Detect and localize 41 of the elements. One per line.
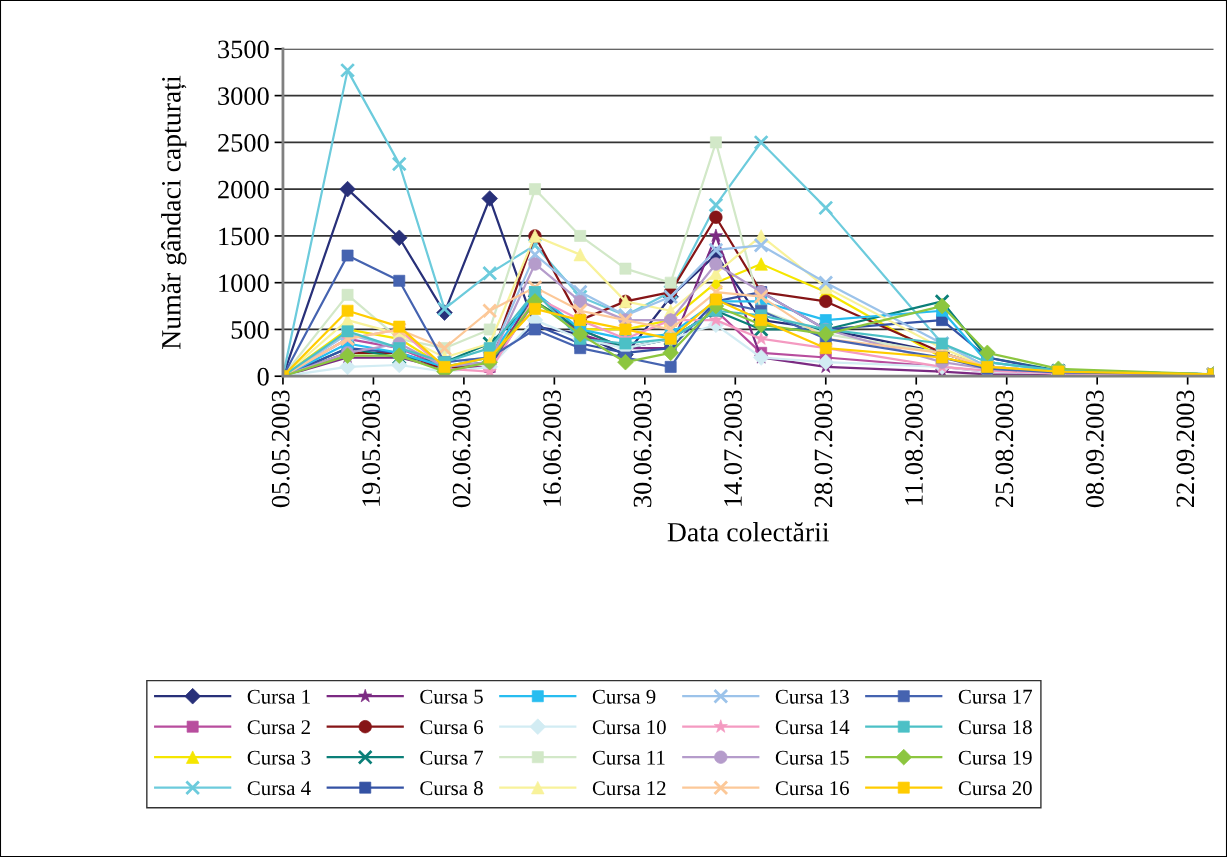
legend-label: Cursa 12 <box>592 781 666 796</box>
y-tick-label: 1000 <box>219 274 269 293</box>
x-tick-label: 05.05.2003 <box>271 390 290 508</box>
x-tick-label: 02.06.2003 <box>452 390 471 508</box>
legend-label: Cursa 18 <box>958 720 1032 735</box>
legend-label: Cursa 3 <box>247 750 311 765</box>
x-tick-label: 11.08.2003 <box>905 390 923 505</box>
y-tick-label: 2500 <box>218 133 269 152</box>
y-tick-label: 3000 <box>218 87 269 106</box>
x-tick-label: 28.07.2003 <box>814 390 833 508</box>
legend-label: Cursa 2 <box>247 720 310 735</box>
legend-label: Cursa 16 <box>775 781 849 796</box>
legend-label: Cursa 1 <box>247 689 310 704</box>
legend-label: Cursa 9 <box>592 689 656 704</box>
x-tick-label: 19.05.2003 <box>362 390 381 506</box>
legend-label: Cursa 13 <box>775 689 849 704</box>
y-tick-label: 1500 <box>219 227 269 246</box>
legend-label: Cursa 8 <box>420 781 483 796</box>
y-tick-label: 2000 <box>218 180 269 199</box>
legend-label: Cursa 11 <box>592 750 665 765</box>
x-tick-label: 16.06.2003 <box>543 390 562 506</box>
x-tick-label: 14.07.2003 <box>724 390 743 506</box>
x-axis-title: Data colectării <box>667 522 830 542</box>
legend-label: Cursa 19 <box>958 750 1032 765</box>
y-tick-label: 3500 <box>218 40 269 59</box>
y-axis-title: Număr gândaci capturați <box>161 75 187 350</box>
legend-label: Cursa 14 <box>775 720 850 735</box>
legend-label: Cursa 15 <box>775 750 849 765</box>
legend-label: Cursa 7 <box>420 750 484 765</box>
y-tick-label: 500 <box>231 321 269 339</box>
legend-label: Cursa 5 <box>420 689 483 704</box>
legend-label: Cursa 10 <box>592 720 666 735</box>
x-tick-label: 22.09.2003 <box>1176 390 1195 508</box>
x-tick-label: 30.06.2003 <box>633 390 652 507</box>
legend-label: Cursa 4 <box>247 781 311 796</box>
legend-label: Cursa 20 <box>958 781 1032 796</box>
legend-label: Cursa 6 <box>420 720 483 735</box>
x-tick-label: 08.09.2003 <box>1085 390 1104 508</box>
legend-label: Cursa 17 <box>958 689 1032 704</box>
y-tick-label: 0 <box>257 367 269 386</box>
x-tick-label: 25.08.2003 <box>995 390 1014 508</box>
